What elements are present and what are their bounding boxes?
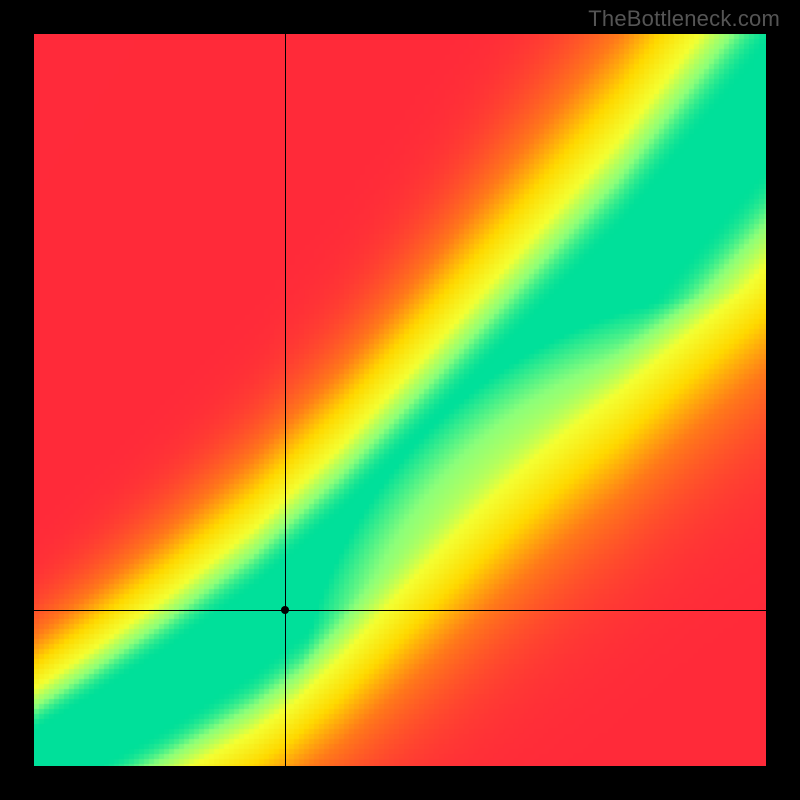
- marker-dot: [281, 606, 289, 614]
- watermark-text: TheBottleneck.com: [588, 6, 780, 32]
- heatmap-plot: [34, 34, 766, 766]
- heatmap-canvas: [34, 34, 766, 766]
- figure-container: TheBottleneck.com: [0, 0, 800, 800]
- crosshair-horizontal: [34, 610, 766, 611]
- crosshair-vertical: [285, 34, 286, 766]
